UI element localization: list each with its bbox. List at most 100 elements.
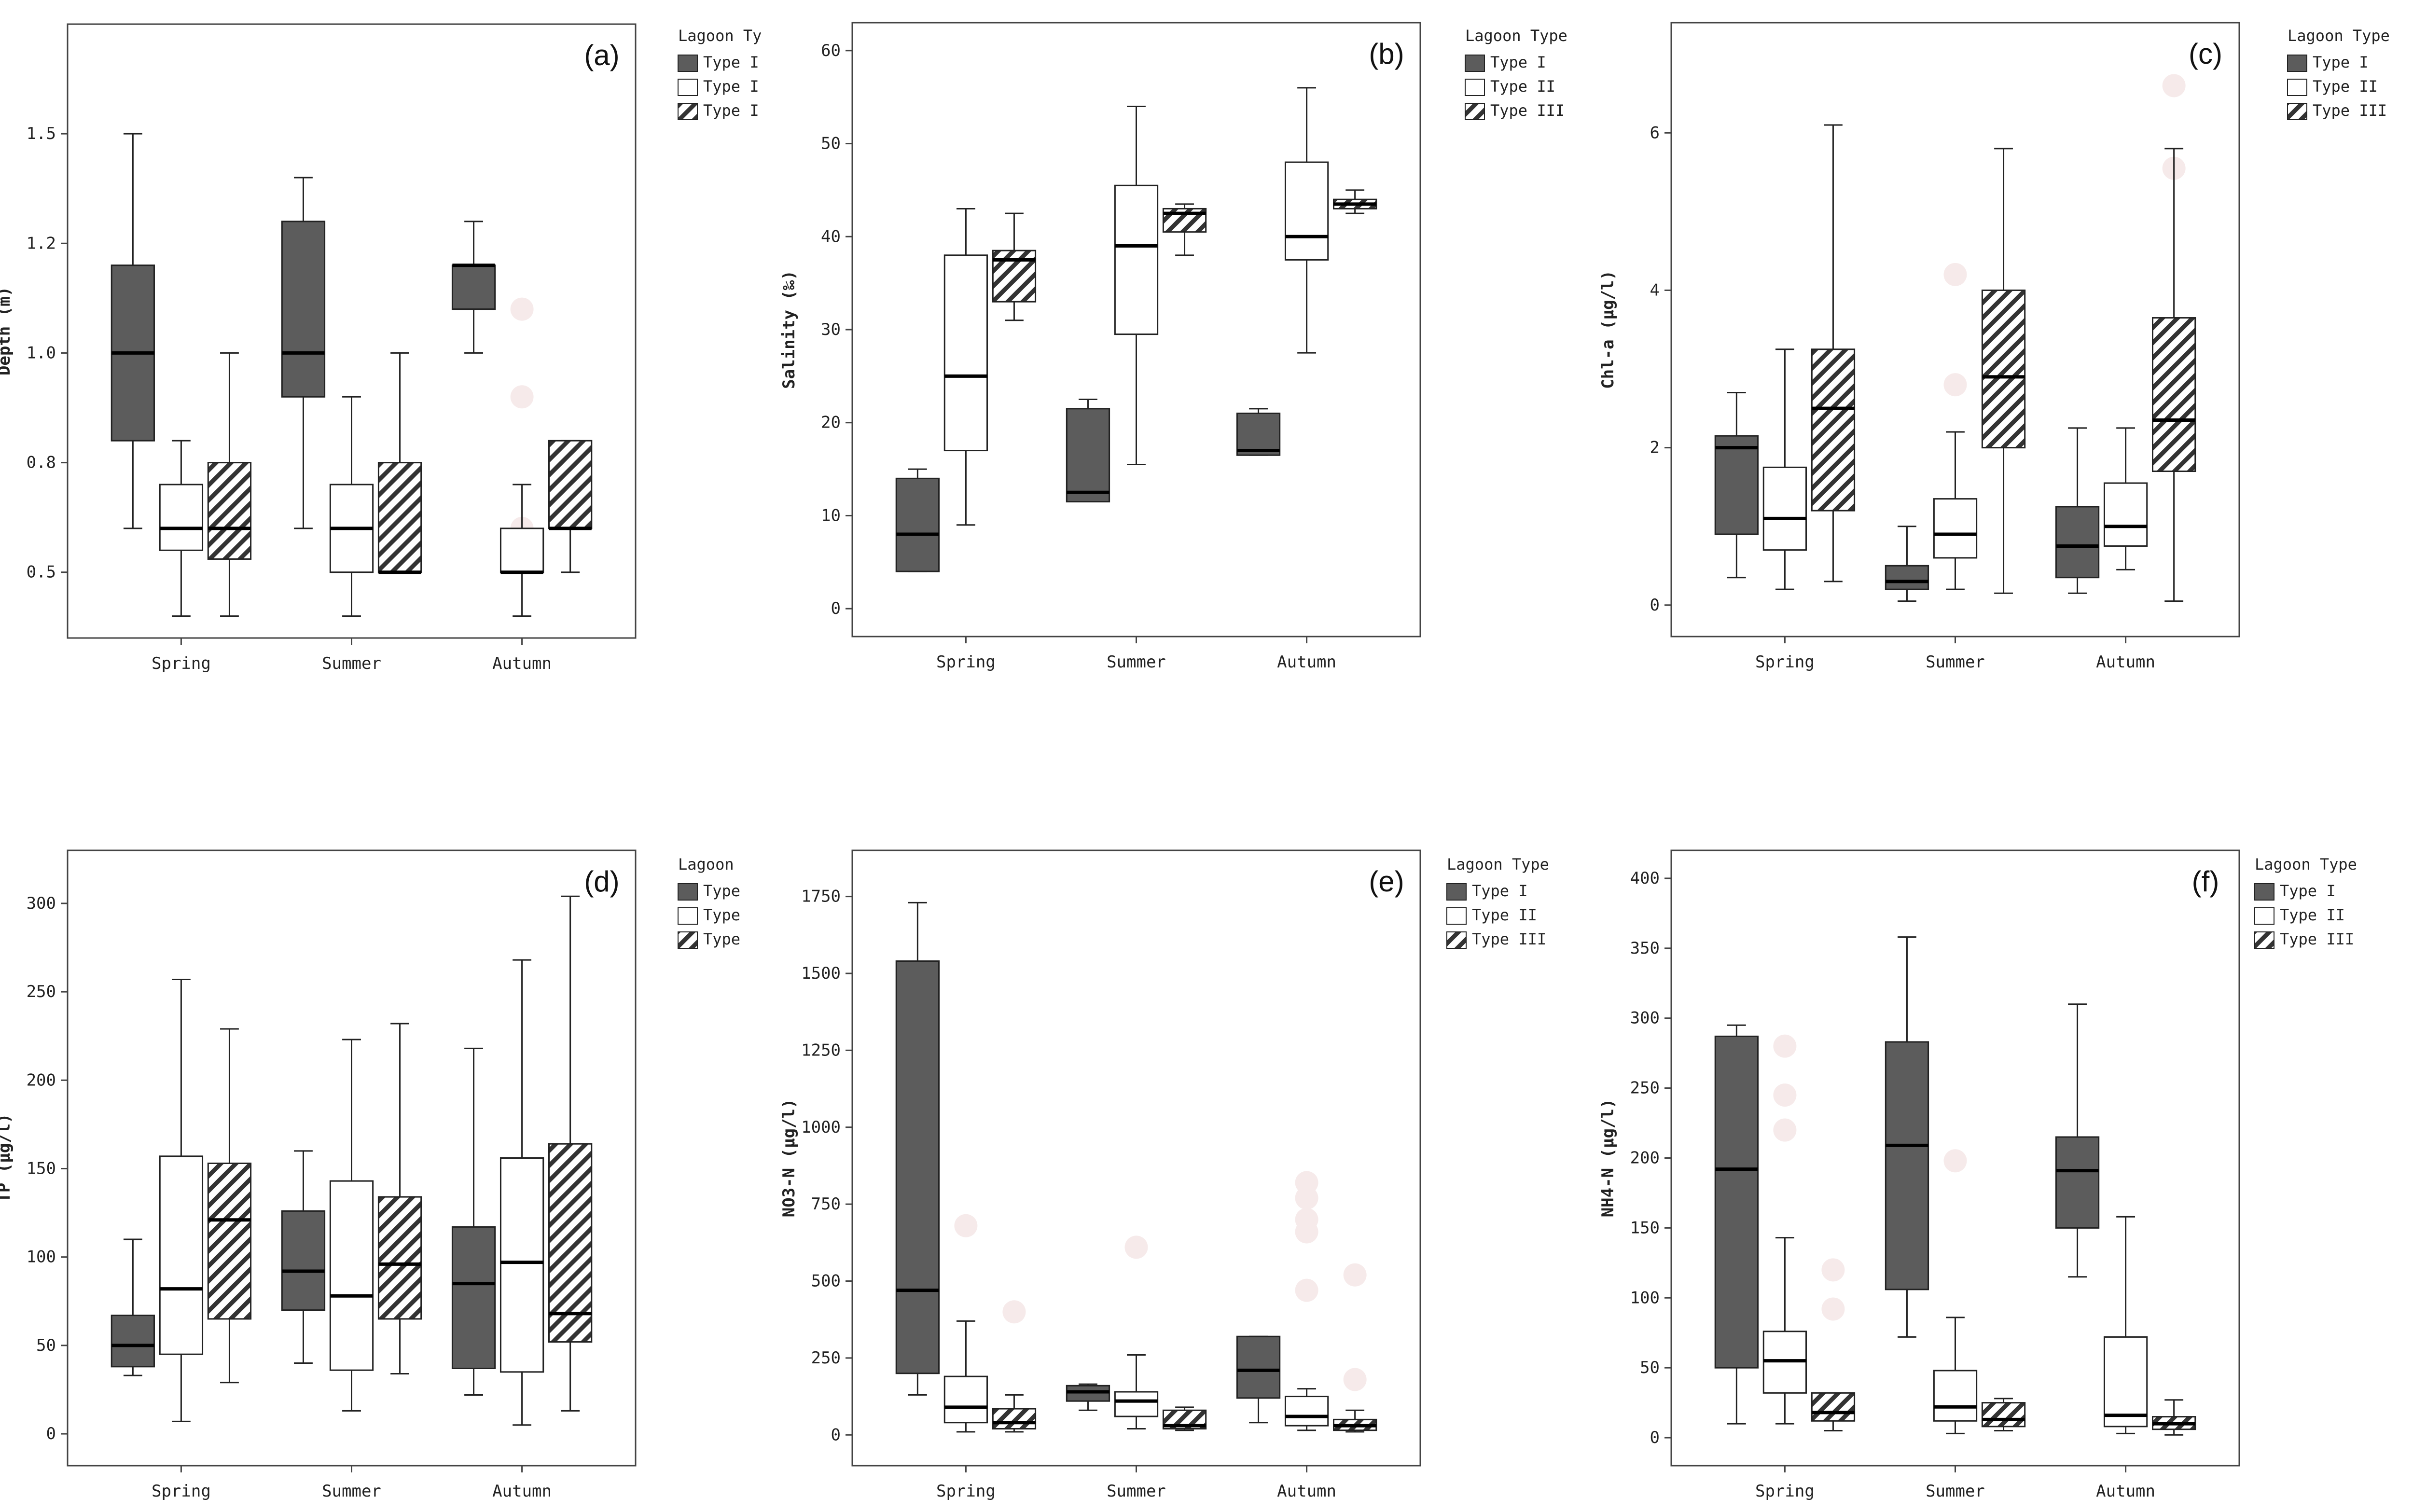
- box-dark-2: [1236, 1335, 1281, 1424]
- legend-entry: Type I: [1472, 882, 1528, 900]
- box-white-0: [159, 978, 204, 1422]
- y-tick-label: 1.0: [27, 343, 56, 362]
- chart-panel-0: 0.5 0.8 1.0 1.2 1.5 Depth (m) Spring Summer Autu…: [0, 23, 762, 673]
- box-body: [2103, 1336, 2148, 1428]
- box-body: [207, 1162, 252, 1320]
- box-dark-1: [1066, 1383, 1110, 1411]
- y-axis-label: TP (μg/l): [0, 1113, 14, 1202]
- y-tick-label: 6: [1650, 123, 1660, 142]
- legend-swatch: [678, 883, 698, 901]
- box-hatch-1: [1981, 148, 2026, 594]
- legend: Lagoon Type Type I Type II Type III: [2287, 27, 2390, 120]
- box-white-1: [1114, 1235, 1159, 1429]
- outlier-point: [1773, 1083, 1797, 1107]
- y-axis-label: NH4-N (μg/l): [1598, 1099, 1618, 1218]
- x-tick-label: Autumn: [1277, 652, 1336, 672]
- box-dark-2: [451, 1047, 496, 1396]
- legend-entry: Type II: [1472, 906, 1537, 924]
- legend: Lagoon Ty Type I Type I Type I: [678, 27, 762, 120]
- legend-swatch: [678, 931, 698, 949]
- legend-entry: Type II: [2280, 906, 2345, 924]
- box-dark-0: [1714, 1024, 1759, 1425]
- legend-swatch: [2254, 907, 2274, 925]
- box-dark-1: [1885, 936, 1929, 1338]
- legend-entry: Type II: [1490, 77, 1555, 96]
- box-body: [548, 1143, 593, 1343]
- legend: Lagoon Type Type I Type II Type III: [1446, 855, 1549, 949]
- box-hatch-1: [1981, 1398, 2026, 1432]
- box-body: [1714, 435, 1759, 535]
- box-body: [1981, 289, 2026, 449]
- box-dark-0: [111, 133, 155, 529]
- x-tick-label: Autumn: [2096, 652, 2155, 672]
- y-tick-label: 0: [831, 1425, 841, 1444]
- box-white-2: [2103, 1216, 2148, 1434]
- box-dark-0: [895, 902, 940, 1396]
- box-body: [1933, 498, 1978, 559]
- legend-swatch: [678, 79, 698, 96]
- y-tick-label: 0: [46, 1424, 56, 1443]
- y-tick-label: 1500: [801, 964, 841, 983]
- x-tick-label: Autumn: [492, 1482, 552, 1501]
- outlier-point: [1943, 263, 1967, 286]
- y-tick-label: 1000: [801, 1118, 841, 1137]
- box-hatch-0: [207, 1028, 252, 1384]
- box-body: [2103, 482, 2148, 547]
- chart-panel-4: 0 250 500 750 1000 1250 1500 1750 NO3-N (μg/l) Sp…: [779, 849, 1549, 1501]
- y-tick-label: 2: [1650, 438, 1660, 458]
- outlier-point: [1821, 1297, 1845, 1321]
- legend-entry: Type I: [703, 77, 759, 96]
- box-body: [1284, 1396, 1329, 1427]
- legend-entry: Type I: [2280, 882, 2336, 900]
- box-body: [1284, 161, 1329, 261]
- box-dark-2: [2055, 1003, 2100, 1278]
- legend: Lagoon Type Type I Type II Type III: [1465, 27, 1567, 120]
- box-body: [451, 264, 496, 310]
- box-body: [207, 462, 252, 560]
- outlier-point: [510, 297, 534, 321]
- y-axis-label: Depth (m): [0, 287, 14, 375]
- box-white-0: [943, 208, 988, 526]
- y-tick-label: 20: [821, 413, 841, 432]
- box-white-0: [159, 440, 204, 617]
- box-dark-1: [281, 177, 326, 529]
- panel-tag: (d): [584, 865, 619, 898]
- box-hatch-2: [548, 895, 593, 1412]
- panel-tag: (e): [1369, 865, 1404, 898]
- y-tick-label: 200: [1630, 1149, 1660, 1168]
- y-tick-label: 750: [811, 1194, 841, 1214]
- box-body: [992, 1408, 1037, 1429]
- box-body: [1811, 348, 1856, 512]
- box-hatch-2: [1333, 189, 1377, 214]
- box-white-0: [943, 1214, 988, 1433]
- outlier-point: [2162, 74, 2186, 97]
- y-tick-label: 30: [821, 320, 841, 339]
- box-white-2: [2103, 427, 2148, 570]
- y-tick-label: 1.5: [27, 124, 56, 143]
- box-white-2: [1284, 87, 1329, 354]
- legend-title: Lagoon: [678, 855, 734, 874]
- panel-tag: (c): [2189, 38, 2222, 70]
- box-body: [895, 477, 940, 572]
- legend-title: Lagoon Type: [2288, 27, 2390, 45]
- box-body: [2152, 317, 2196, 472]
- outlier-point: [1943, 373, 1967, 397]
- box-body: [1981, 1402, 2026, 1428]
- box-body: [1236, 1335, 1281, 1399]
- y-tick-label: 400: [1630, 869, 1660, 888]
- outlier-point: [1295, 1220, 1318, 1244]
- legend-entry: Type III: [1472, 930, 1546, 948]
- box-body: [2055, 1136, 2100, 1229]
- panel-tag: (a): [584, 39, 619, 71]
- legend-swatch: [2254, 931, 2274, 949]
- box-dark-0: [895, 468, 940, 572]
- y-tick-label: 250: [1630, 1079, 1660, 1098]
- box-hatch-0: [207, 352, 252, 617]
- box-body: [377, 462, 422, 573]
- y-tick-label: 250: [27, 982, 56, 1001]
- box-dark-1: [1885, 526, 1929, 602]
- x-tick-label: Spring: [1755, 652, 1815, 672]
- outlier-point: [1343, 1368, 1367, 1391]
- box-body: [1114, 184, 1159, 335]
- legend-entry: Type I: [703, 101, 759, 120]
